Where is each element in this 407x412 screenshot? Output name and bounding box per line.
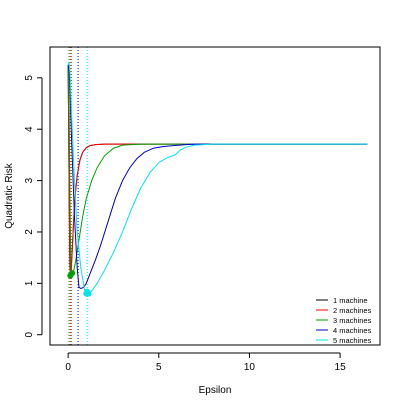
x-axis-label: Epsilon — [199, 385, 232, 396]
y-axis-label: Quadratic Risk — [4, 162, 15, 229]
legend-label: 5 machines — [333, 336, 372, 345]
y-tick-label: 3 — [24, 177, 35, 183]
y-tick-label: 5 — [24, 75, 35, 81]
series-marker — [69, 270, 76, 277]
series-line — [67, 64, 368, 276]
y-tick-label: 4 — [24, 126, 35, 132]
legend-label: 1 machine — [333, 296, 368, 305]
x-tick-label: 10 — [244, 362, 256, 373]
legend-label: 4 machines — [333, 326, 372, 335]
series-line — [67, 64, 368, 290]
y-tick-label: 0 — [24, 332, 35, 338]
legend-label: 2 machines — [333, 306, 372, 315]
series-lines — [67, 62, 368, 297]
series-line — [67, 62, 368, 294]
axes: 0 5 10 15 0 1 2 3 4 5 — [24, 75, 346, 373]
x-tick-label: 5 — [156, 362, 162, 373]
legend-label: 3 machines — [333, 316, 372, 325]
plot-frame — [49, 46, 381, 346]
x-tick-label: 15 — [335, 362, 347, 373]
y-tick-label: 1 — [24, 280, 35, 286]
series-marker — [85, 290, 92, 297]
x-tick-label: 0 — [65, 362, 71, 373]
y-tick-label: 2 — [24, 229, 35, 235]
